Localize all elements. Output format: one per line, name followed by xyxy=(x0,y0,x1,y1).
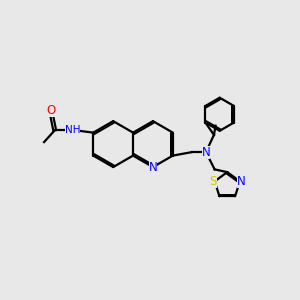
Text: N: N xyxy=(148,160,157,174)
Text: O: O xyxy=(46,104,56,117)
Text: NH: NH xyxy=(65,125,80,135)
Text: S: S xyxy=(209,175,217,188)
Text: N: N xyxy=(237,175,246,188)
Text: N: N xyxy=(202,146,210,159)
